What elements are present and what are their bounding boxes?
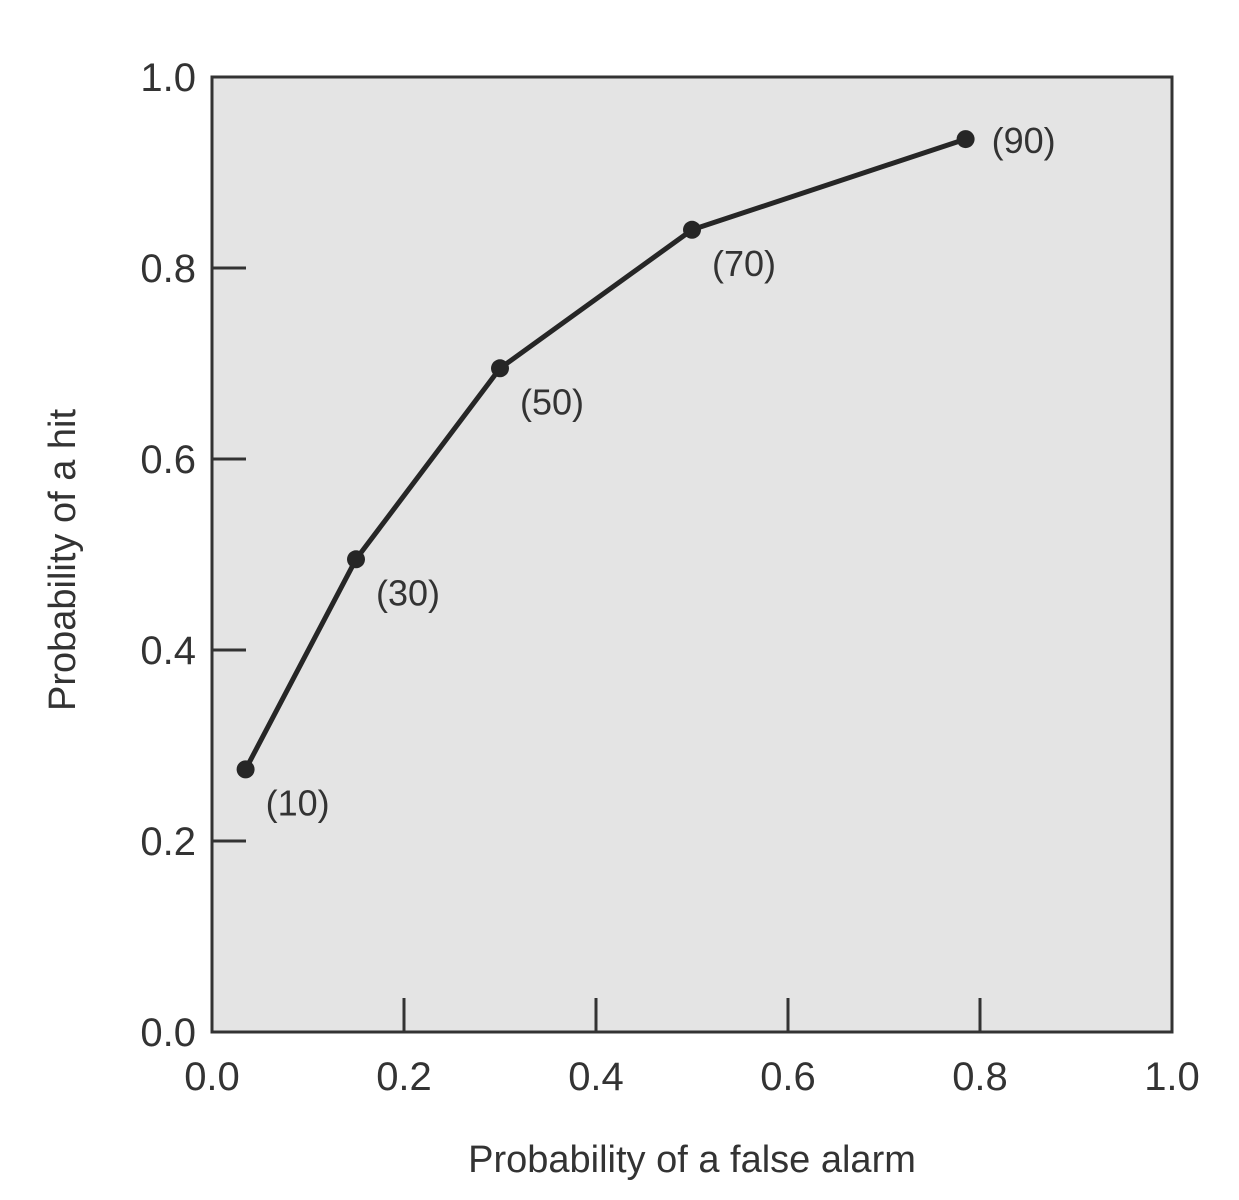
point-label: (30) xyxy=(376,572,440,613)
x-tick-label: 0.0 xyxy=(184,1055,240,1099)
y-tick-label: 0.0 xyxy=(140,1011,196,1055)
x-axis-title: Probability of a false alarm xyxy=(468,1139,916,1181)
y-tick-label: 1.0 xyxy=(140,56,196,100)
point-label: (70) xyxy=(712,243,776,284)
x-axis: 0.0 0.2 0.4 0.6 0.8 1.0 xyxy=(184,998,1200,1099)
point-label: (10) xyxy=(266,782,330,823)
data-point xyxy=(236,760,255,779)
data-point xyxy=(347,550,365,569)
x-tick-label: 0.4 xyxy=(568,1055,624,1099)
data-point xyxy=(683,220,701,239)
x-tick-label: 0.8 xyxy=(952,1055,1008,1099)
point-label: (90) xyxy=(992,120,1056,161)
data-point xyxy=(491,359,509,378)
x-tick-label: 0.6 xyxy=(760,1055,816,1099)
data-point xyxy=(956,130,975,149)
y-tick-label: 0.4 xyxy=(140,629,196,673)
x-tick-label: 0.2 xyxy=(376,1055,432,1099)
y-tick-label: 0.8 xyxy=(140,247,196,291)
data-points: (10) (30) (50) (70) (90) xyxy=(236,120,1056,823)
y-tick-label: 0.6 xyxy=(140,438,196,482)
y-axis: 0.0 0.2 0.4 0.6 0.8 1.0 xyxy=(140,56,246,1055)
x-tick-label: 1.0 xyxy=(1144,1055,1200,1099)
y-axis-title: Probability of a hit xyxy=(42,409,84,711)
y-tick-label: 0.2 xyxy=(140,820,196,864)
point-label: (50) xyxy=(520,381,584,422)
